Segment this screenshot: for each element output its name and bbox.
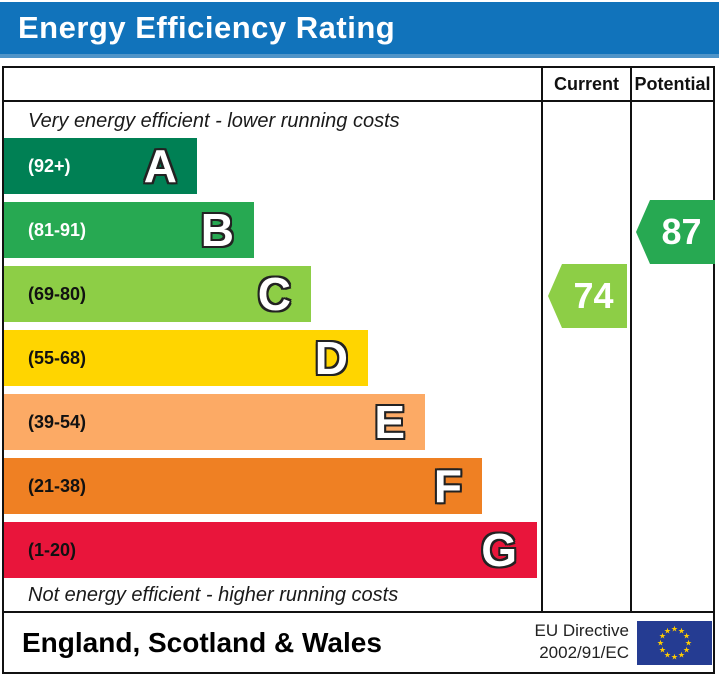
svg-text:★: ★ bbox=[671, 653, 678, 662]
band-range: (92+) bbox=[28, 155, 71, 176]
potential-rating-arrow: 87 bbox=[636, 200, 715, 264]
band-range: (55-68) bbox=[28, 347, 87, 368]
band-letter: C bbox=[257, 268, 291, 320]
eu-directive-label: EU Directive 2002/91/EC bbox=[535, 620, 629, 664]
bands: (92+) A (81-91) B (69-80) C (55-68) D (3… bbox=[4, 138, 541, 586]
eu-flag-icon: ★ ★ ★ ★ ★ ★ ★ ★ ★ ★ ★ ★ bbox=[637, 621, 712, 665]
region-label: England, Scotland & Wales bbox=[22, 626, 382, 658]
svg-text:★: ★ bbox=[683, 632, 690, 641]
potential-column-header: Potential bbox=[634, 73, 711, 94]
band-letter: A bbox=[143, 140, 177, 192]
svg-text:★: ★ bbox=[659, 646, 666, 655]
rating-scale-area: Very energy efficient - lower running co… bbox=[4, 102, 541, 611]
svg-text:★: ★ bbox=[678, 651, 685, 660]
band-range: (81-91) bbox=[28, 219, 87, 240]
divider-current-column bbox=[541, 68, 543, 613]
band-range: (1-20) bbox=[28, 539, 77, 560]
page-title: Energy Efficiency Rating bbox=[18, 10, 396, 45]
svg-text:★: ★ bbox=[678, 626, 685, 635]
eu-flag-field bbox=[637, 621, 712, 665]
band-row: (92+) A bbox=[4, 138, 541, 194]
band-bar: (39-54) E bbox=[4, 394, 425, 450]
band-row: (55-68) D bbox=[4, 330, 541, 386]
current-column-cell: 74 bbox=[543, 102, 630, 611]
band-row: (1-20) G bbox=[4, 522, 541, 578]
eu-directive-line1: EU Directive bbox=[534, 621, 629, 640]
band-letter: D bbox=[314, 332, 348, 384]
band-bar: (21-38) F bbox=[4, 458, 482, 514]
band-bar: (55-68) D bbox=[4, 330, 368, 386]
svg-text:★: ★ bbox=[664, 651, 671, 660]
band-row: (21-38) F bbox=[4, 458, 541, 514]
band-row: (81-91) B bbox=[4, 202, 541, 258]
svg-text:★: ★ bbox=[664, 626, 671, 635]
band-letter: B bbox=[200, 204, 234, 256]
svg-text:★: ★ bbox=[671, 625, 678, 634]
footer-row: England, Scotland & Wales EU Directive 2… bbox=[4, 613, 713, 672]
divider-footer-row bbox=[4, 611, 713, 613]
top-note: Very energy efficient - lower running co… bbox=[28, 110, 400, 132]
band-range: (21-38) bbox=[28, 475, 87, 496]
band-bar: (92+) A bbox=[4, 138, 197, 194]
current-rating-arrow: 74 bbox=[548, 264, 627, 328]
current-column-header: Current bbox=[553, 73, 619, 94]
svg-text:★: ★ bbox=[659, 632, 666, 641]
svg-text:★: ★ bbox=[657, 639, 664, 648]
svg-text:★: ★ bbox=[685, 639, 692, 648]
band-letter: G bbox=[481, 524, 517, 576]
current-rating-value: 74 bbox=[573, 275, 614, 316]
bottom-note: Not energy efficient - higher running co… bbox=[28, 584, 399, 606]
band-range: (69-80) bbox=[28, 283, 87, 304]
potential-rating-value: 87 bbox=[661, 211, 702, 252]
eu-directive-line2: 2002/91/EC bbox=[539, 643, 629, 662]
title-bar: Energy Efficiency Rating bbox=[0, 2, 719, 58]
band-letter: F bbox=[433, 460, 462, 512]
energy-rating-table: Current Potential Very energy efficient … bbox=[2, 66, 715, 674]
band-row: (69-80) C bbox=[4, 266, 541, 322]
potential-column-cell: 87 bbox=[632, 102, 715, 611]
band-bar: (69-80) C bbox=[4, 266, 311, 322]
divider-header-row bbox=[4, 100, 713, 102]
band-range: (39-54) bbox=[28, 411, 87, 432]
band-letter: E bbox=[374, 396, 405, 448]
band-bar: (81-91) B bbox=[4, 202, 254, 258]
divider-potential-column bbox=[630, 68, 632, 613]
band-bar: (1-20) G bbox=[4, 522, 537, 578]
svg-text:★: ★ bbox=[683, 646, 690, 655]
band-row: (39-54) E bbox=[4, 394, 541, 450]
